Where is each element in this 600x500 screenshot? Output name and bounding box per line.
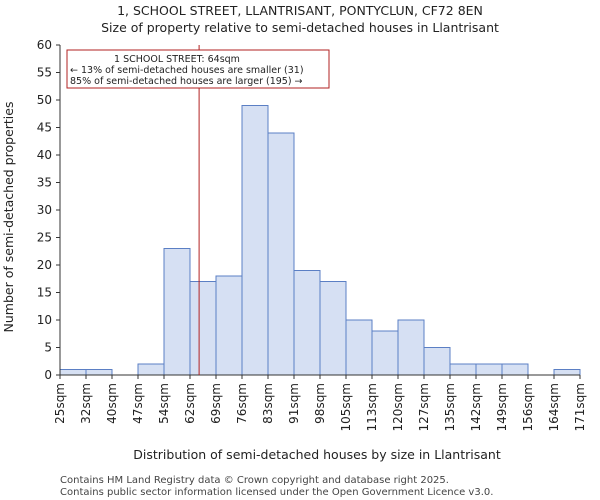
- y-tick-label: 5: [44, 341, 52, 355]
- y-tick-label: 40: [37, 148, 52, 162]
- y-tick-label: 35: [37, 176, 52, 190]
- x-tick-label: 142sqm: [469, 383, 483, 431]
- y-tick-label: 50: [37, 93, 52, 107]
- footer-line-1: Contains HM Land Registry data © Crown c…: [60, 475, 449, 486]
- bar-135sqm: [449, 363, 477, 376]
- annotation-line-2: ← 13% of semi-detached houses are smalle…: [70, 65, 304, 76]
- x-tick-label: 171sqm: [573, 383, 587, 431]
- annotation-line-1: 1 SCHOOL STREET: 64sqm: [114, 54, 240, 65]
- x-tick-label: 83sqm: [261, 383, 275, 424]
- bar-91sqm: [293, 270, 321, 376]
- bar-113sqm: [371, 330, 399, 376]
- bar-164sqm: [553, 369, 581, 376]
- x-axis-ticks: 25sqm 32sqm 40sqm 47sqm 54sqm 62sqm 69sqm 76sqm…: [53, 375, 587, 431]
- y-axis-ticks: 0 5 10 15 20 25 30 35 40 45 50 55 60: [37, 38, 60, 382]
- y-tick-label: 0: [44, 368, 52, 382]
- x-tick-label: 62sqm: [183, 383, 197, 424]
- bar-149sqm: [501, 363, 529, 376]
- bar-127sqm: [423, 347, 451, 376]
- x-tick-label: 76sqm: [235, 383, 249, 424]
- annotation-frame: [66, 49, 330, 89]
- y-tick-label: 10: [37, 313, 52, 327]
- bar-120sqm: [397, 319, 425, 376]
- bar-25sqm: [59, 369, 87, 376]
- bar-62sqm: [189, 281, 217, 376]
- bar-83sqm: [267, 132, 295, 376]
- bar-32sqm: [85, 369, 113, 376]
- x-axis-label: Distribution of semi-detached houses by …: [133, 447, 501, 462]
- bar-54sqm: [163, 248, 191, 376]
- y-tick-label: 55: [37, 66, 52, 80]
- annotation-box: 1 SCHOOL STREET: 64sqm ← 13% of semi-det…: [66, 49, 330, 89]
- bar-69sqm: [215, 275, 243, 376]
- bar-105sqm: [345, 319, 373, 376]
- y-axis-label: Number of semi-detached properties: [1, 102, 16, 333]
- y-tick-label: 25: [37, 231, 52, 245]
- x-tick-label: 91sqm: [287, 383, 301, 424]
- bar-47sqm: [137, 363, 165, 376]
- y-tick-label: 30: [37, 203, 52, 217]
- x-tick-label: 32sqm: [79, 383, 93, 424]
- bar-142sqm: [475, 363, 503, 376]
- x-tick-label: 25sqm: [53, 383, 67, 424]
- bars: [59, 105, 581, 376]
- x-tick-label: 120sqm: [391, 383, 405, 431]
- y-tick-label: 45: [37, 121, 52, 135]
- x-tick-label: 105sqm: [339, 383, 353, 431]
- x-tick-label: 149sqm: [495, 383, 509, 431]
- x-tick-label: 54sqm: [157, 383, 171, 424]
- x-tick-label: 164sqm: [547, 383, 561, 431]
- x-tick-label: 156sqm: [521, 383, 535, 431]
- bar-98sqm: [319, 281, 347, 376]
- x-tick-label: 135sqm: [443, 383, 457, 431]
- y-tick-label: 20: [37, 258, 52, 272]
- annotation-line-3: 85% of semi-detached houses are larger (…: [70, 76, 303, 87]
- footer-line-2: Contains public sector information licen…: [60, 487, 493, 498]
- x-tick-label: 127sqm: [417, 383, 431, 431]
- chart-title: 1, SCHOOL STREET, LLANTRISANT, PONTYCLUN…: [117, 3, 483, 18]
- x-tick-label: 113sqm: [365, 383, 379, 431]
- x-tick-label: 47sqm: [131, 383, 145, 424]
- x-tick-label: 98sqm: [313, 383, 327, 424]
- x-tick-label: 69sqm: [209, 383, 223, 424]
- bar-76sqm: [241, 105, 269, 376]
- x-tick-label: 40sqm: [105, 383, 119, 424]
- chart-subtitle: Size of property relative to semi-detach…: [101, 20, 499, 35]
- y-tick-label: 60: [37, 38, 52, 52]
- y-tick-label: 15: [37, 286, 52, 300]
